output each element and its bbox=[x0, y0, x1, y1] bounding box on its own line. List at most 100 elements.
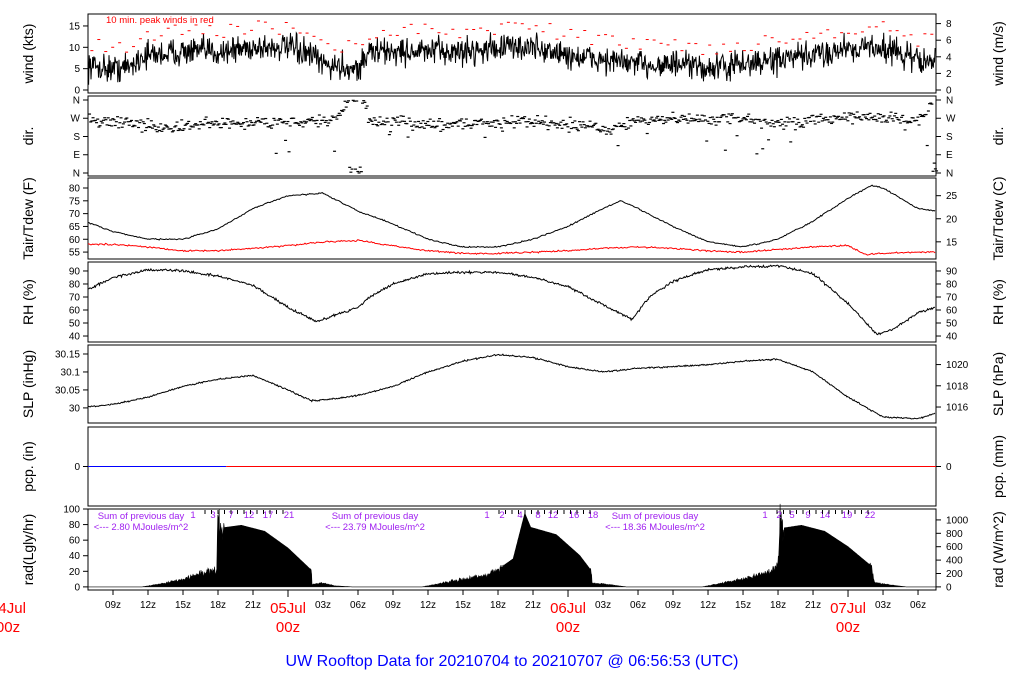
rad-right-tick-label: 800 bbox=[946, 529, 963, 540]
wind-right-tick-label: 8 bbox=[946, 19, 952, 30]
sun-hour-mark: 16 bbox=[569, 510, 580, 521]
rh-left-tick-label: 40 bbox=[69, 332, 81, 343]
sun-hour-mark: 22 bbox=[865, 510, 876, 521]
x-tick-label: 21z bbox=[525, 600, 541, 611]
dir-left-tick-label: W bbox=[71, 114, 81, 125]
x-tick-label: 06z bbox=[630, 600, 646, 611]
dir-left-tick-label: N bbox=[73, 95, 80, 106]
sun-hour-mark: 3 bbox=[210, 510, 215, 521]
sun-hour-mark: 1 bbox=[190, 510, 195, 521]
wind-ylabel-left: wind (kts) bbox=[20, 24, 36, 85]
rh-right-tick-label: 50 bbox=[946, 319, 958, 330]
wind-note: 10 min. peak winds in red bbox=[106, 15, 214, 26]
daily-sum-value: <--- 2.80 MJoules/m^2 bbox=[94, 522, 188, 533]
slp-left-tick-label: 30 bbox=[69, 403, 81, 414]
rad-left-tick-label: 0 bbox=[74, 582, 80, 593]
temp-right-tick-label: 25 bbox=[946, 191, 958, 202]
sun-hour-mark: 17 bbox=[263, 510, 274, 521]
x-tick-label: 12z bbox=[140, 600, 156, 611]
wind-left-tick-label: 10 bbox=[69, 43, 81, 54]
day-hour-label: 00z bbox=[556, 619, 580, 636]
slp-panel-frame bbox=[87, 344, 937, 424]
rad-left-tick-label: 20 bbox=[69, 567, 81, 578]
rh-left-tick-label: 50 bbox=[69, 319, 81, 330]
sun-hour-mark: 19 bbox=[842, 510, 853, 521]
daily-sum-label: Sum of previous day bbox=[98, 511, 185, 522]
x-tick-label: 03z bbox=[875, 600, 891, 611]
sun-hour-mark: 1 bbox=[484, 510, 489, 521]
rad-left-tick-label: 80 bbox=[69, 520, 81, 531]
wind-speed-line bbox=[87, 31, 936, 85]
wind-right-tick-label: 6 bbox=[946, 36, 952, 47]
sun-hour-mark: 2 bbox=[776, 510, 781, 521]
tdew-line bbox=[87, 239, 936, 256]
temp-left-tick-label: 55 bbox=[69, 248, 81, 259]
dir-right-tick-label: W bbox=[946, 114, 956, 125]
rh-left-tick-label: 60 bbox=[69, 306, 81, 317]
slp-right-tick-label: 1016 bbox=[946, 403, 969, 414]
day-date-label: 07Jul bbox=[830, 600, 866, 617]
x-tick-label: 06z bbox=[350, 600, 366, 611]
sun-hour-mark: 4 bbox=[517, 510, 522, 521]
dir-left-tick-label: E bbox=[73, 150, 80, 161]
daily-sum-value: <--- 23.79 MJoules/m^2 bbox=[325, 522, 425, 533]
slp-left-tick-label: 30.15 bbox=[55, 349, 80, 360]
slp-ylabel-left: SLP (inHg) bbox=[20, 350, 36, 418]
radiation-area bbox=[87, 503, 937, 588]
daily-sum-label: Sum of previous day bbox=[612, 511, 699, 522]
dir-right-tick-label: S bbox=[946, 132, 953, 143]
x-tick-label: 21z bbox=[245, 600, 261, 611]
temp-left-tick-label: 60 bbox=[69, 235, 81, 246]
rad-panel-frame bbox=[87, 508, 937, 591]
wind-panel-frame bbox=[87, 13, 937, 94]
x-tick-label: 21z bbox=[805, 600, 821, 611]
day-hour-label: 00z bbox=[276, 619, 300, 636]
slp-ylabel-right: SLP (hPa) bbox=[990, 352, 1006, 416]
pcp-ylabel-left: pcp. (in) bbox=[20, 441, 36, 492]
temp-ylabel-left: Tair/Tdew (F) bbox=[20, 177, 36, 259]
pcp-left-tick-label: 0 bbox=[74, 462, 80, 473]
slp-left-tick-label: 30.1 bbox=[61, 367, 81, 378]
x-tick-label: 03z bbox=[315, 600, 331, 611]
tair-line bbox=[87, 184, 936, 249]
dir-ylabel-left: dir. bbox=[20, 127, 36, 146]
rh-right-tick-label: 60 bbox=[946, 306, 958, 317]
rh-right-tick-label: 80 bbox=[946, 279, 958, 290]
sun-hour-mark: 5 bbox=[789, 510, 794, 521]
day-date-label: 04Jul bbox=[0, 600, 26, 617]
sun-hour-mark: 1 bbox=[762, 510, 767, 521]
wind-right-tick-label: 0 bbox=[946, 86, 952, 97]
temp-right-tick-label: 20 bbox=[946, 214, 958, 225]
day-hour-label: 00z bbox=[0, 619, 20, 636]
x-tick-label: 12z bbox=[700, 600, 716, 611]
x-tick-label: 18z bbox=[490, 600, 506, 611]
rh-left-tick-label: 70 bbox=[69, 292, 81, 303]
wind-right-tick-label: 4 bbox=[946, 52, 952, 63]
temp-left-tick-label: 70 bbox=[69, 209, 81, 220]
slp-left-tick-label: 30.05 bbox=[55, 385, 80, 396]
rad-right-tick-label: 0 bbox=[946, 582, 952, 593]
chart-title: UW Rooftop Data for 20210704 to 20210707… bbox=[286, 653, 739, 670]
rh-left-tick-label: 90 bbox=[69, 266, 81, 277]
sun-hour-mark: 12 bbox=[244, 510, 255, 521]
sun-hour-mark: 7 bbox=[228, 510, 233, 521]
sun-hour-mark: 18 bbox=[588, 510, 599, 521]
rad-ylabel-right: rad (W/m^2) bbox=[990, 511, 1006, 588]
rh-right-tick-label: 40 bbox=[946, 332, 958, 343]
dir-left-tick-label: S bbox=[73, 132, 80, 143]
sun-hour-mark: 9 bbox=[805, 510, 810, 521]
rh-ylabel-left: RH (%) bbox=[20, 279, 36, 325]
slp-line bbox=[87, 353, 936, 420]
sun-hour-mark: 21 bbox=[284, 510, 295, 521]
day-date-label: 05Jul bbox=[270, 600, 306, 617]
sun-hour-mark: 14 bbox=[820, 510, 831, 521]
temp-left-tick-label: 65 bbox=[69, 222, 81, 233]
pcp-ylabel-right: pcp. (mm) bbox=[990, 435, 1006, 498]
day-hour-label: 00z bbox=[836, 619, 860, 636]
x-tick-label: 15z bbox=[735, 600, 751, 611]
temp-right-tick-label: 15 bbox=[946, 237, 958, 248]
wind-left-tick-label: 5 bbox=[74, 64, 80, 75]
rh-ylabel-right: RH (%) bbox=[990, 279, 1006, 325]
dir-right-tick-label: N bbox=[946, 95, 953, 106]
